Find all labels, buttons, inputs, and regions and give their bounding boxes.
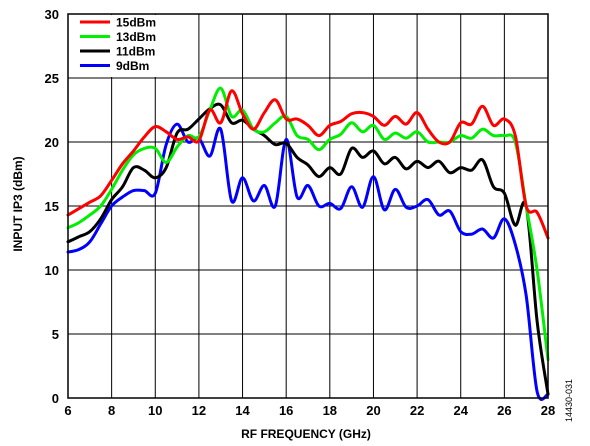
y-tick-label: 30 (45, 7, 59, 22)
x-tick-label: 12 (192, 403, 206, 418)
figure-id: 14430-031 (564, 379, 574, 422)
legend-label: 9dBm (116, 59, 149, 73)
x-axis-title: RF FREQUENCY (GHz) (241, 427, 371, 441)
x-axis-ticks: 6 8 10 12 14 16 18 20 22 24 26 28 (64, 403, 555, 418)
x-tick-label: 8 (108, 403, 115, 418)
x-tick-label: 6 (64, 403, 71, 418)
y-tick-label: 20 (45, 135, 59, 150)
x-tick-label: 22 (410, 403, 424, 418)
y-tick-label: 0 (52, 391, 59, 406)
x-tick-label: 14 (235, 403, 250, 418)
x-tick-label: 18 (323, 403, 337, 418)
series-line-11dBm (66, 102, 550, 396)
y-tick-label: 5 (52, 327, 59, 342)
y-axis-ticks: 0 5 10 15 20 25 30 (45, 7, 59, 406)
x-tick-label: 20 (366, 403, 380, 418)
series-line-15dBm (66, 89, 550, 240)
chart-series-layer (66, 86, 550, 401)
y-axis-title: INPUT IP3 (dBm) (11, 156, 25, 251)
x-tick-label: 28 (541, 403, 555, 418)
x-tick-label: 10 (148, 403, 162, 418)
x-tick-label: 24 (453, 403, 468, 418)
series-line-9dBm (66, 122, 550, 401)
legend-label: 11dBm (116, 45, 155, 59)
legend-label: 15dBm (116, 16, 156, 30)
plot-area-frame (67, 13, 549, 399)
y-tick-label: 15 (45, 199, 59, 214)
x-tick-label: 26 (497, 403, 511, 418)
y-tick-label: 25 (45, 71, 59, 86)
x-tick-label: 16 (279, 403, 293, 418)
y-tick-label: 10 (45, 263, 59, 278)
legend-label: 13dBm (116, 30, 156, 44)
series-line-13dBm (66, 86, 550, 362)
